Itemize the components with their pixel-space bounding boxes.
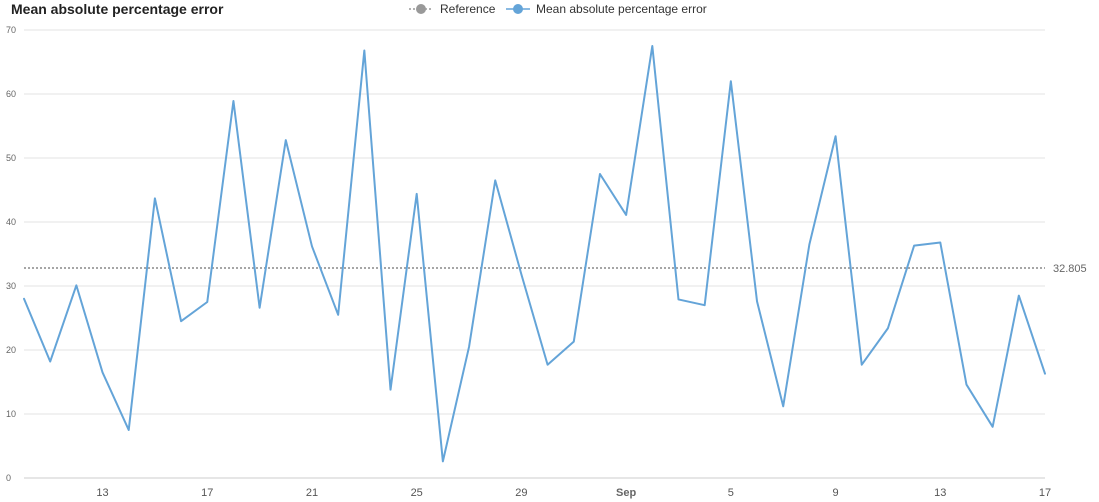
legend-item-mape[interactable]: Mean absolute percentage error — [506, 2, 707, 16]
x-tick-label: 29 — [515, 487, 527, 499]
y-axis: 0 10 20 30 40 50 60 70 — [6, 25, 16, 483]
x-tick-label: 13 — [934, 487, 946, 499]
x-tick-label: 13 — [96, 487, 108, 499]
legend-reference-marker — [416, 4, 426, 14]
x-tick-label: 21 — [306, 487, 318, 499]
grid — [24, 29, 1045, 479]
series-line-mape — [23, 45, 1046, 463]
x-tick-label: 17 — [1039, 487, 1051, 499]
x-tick-label: 5 — [728, 487, 734, 499]
reference-value-label: 32.805 — [1053, 263, 1087, 275]
legend-reference-label: Reference — [440, 2, 496, 16]
reference-line-group: 32.805 — [24, 263, 1087, 275]
y-tick-label: 20 — [6, 345, 16, 355]
y-tick-label: 70 — [6, 25, 16, 35]
y-tick-label: 40 — [6, 217, 16, 227]
x-axis: 13 17 21 25 29 Sep 5 9 13 17 — [96, 487, 1051, 499]
y-tick-label: 50 — [6, 153, 16, 163]
y-tick-label: 10 — [6, 409, 16, 419]
legend-mape-label: Mean absolute percentage error — [536, 2, 707, 16]
series-group — [23, 45, 1046, 463]
x-tick-label: 9 — [833, 487, 839, 499]
x-tick-label: Sep — [616, 487, 636, 499]
legend-mape-marker — [513, 4, 523, 14]
x-tick-label: 17 — [201, 487, 213, 499]
x-tick-label: 25 — [411, 487, 423, 499]
chart-title: Mean absolute percentage error — [11, 1, 224, 17]
y-tick-label: 30 — [6, 281, 16, 291]
legend[interactable]: Reference Mean absolute percentage error — [409, 2, 707, 16]
y-tick-label: 0 — [6, 473, 11, 483]
legend-item-reference[interactable]: Reference — [409, 2, 496, 16]
y-tick-label: 60 — [6, 89, 16, 99]
